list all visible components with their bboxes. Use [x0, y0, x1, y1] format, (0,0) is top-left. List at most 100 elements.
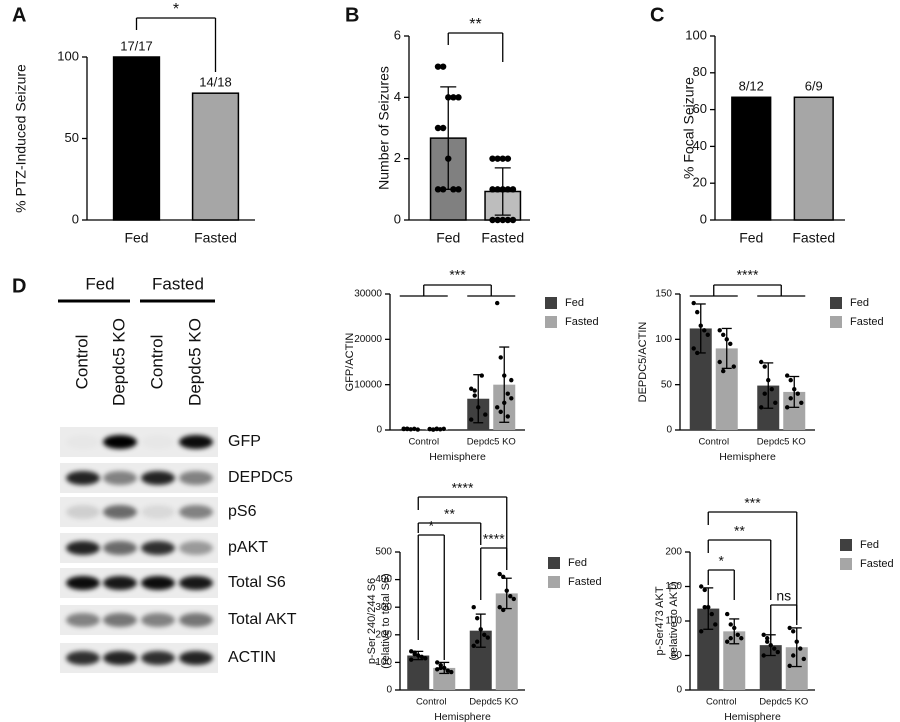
blot-band — [179, 613, 213, 627]
data-point — [489, 186, 496, 193]
data-point — [439, 63, 447, 70]
lane-label: Depdc5 KO — [109, 318, 128, 406]
blot-group-label: Fasted — [152, 274, 204, 293]
data-point — [713, 622, 718, 627]
data-point — [788, 377, 793, 383]
x-tick-label: Fasted — [792, 230, 835, 246]
legend-label: Fasted — [850, 316, 884, 328]
data-point — [434, 426, 439, 432]
legend-swatch — [545, 316, 557, 328]
data-point — [794, 639, 799, 644]
data-point — [412, 650, 417, 655]
data-point — [728, 636, 733, 641]
y-tick-label: 50 — [661, 379, 673, 390]
x-tick-label: Depdc5 KO — [757, 437, 806, 448]
y-tick-label: 20 — [693, 175, 707, 190]
data-point — [728, 341, 733, 347]
data-point — [717, 359, 722, 365]
blot-band — [103, 471, 137, 485]
data-point — [423, 656, 428, 661]
blot-row-label: pS6 — [228, 503, 257, 520]
data-point — [509, 396, 514, 401]
blot-band — [179, 435, 213, 449]
y-tick-label: 500 — [375, 547, 392, 558]
blot-band — [141, 435, 175, 449]
y-tick-label: 0 — [700, 211, 707, 226]
blot-row-label: ACTIN — [228, 649, 276, 666]
data-point — [765, 636, 770, 641]
data-point — [732, 625, 737, 631]
data-point — [724, 337, 729, 342]
data-point — [439, 186, 447, 193]
data-point — [761, 632, 766, 637]
y-axis-label: Number of Seizures — [376, 66, 392, 190]
data-point — [788, 396, 793, 401]
y-tick-label: 0 — [666, 425, 672, 436]
blot-band — [66, 505, 100, 519]
blot-band — [179, 651, 213, 665]
y-axis-label: (relative to AKT) — [668, 582, 680, 661]
data-point — [501, 574, 506, 580]
data-point — [450, 186, 457, 193]
y-tick-label: 100 — [375, 657, 392, 668]
data-point — [415, 427, 420, 432]
data-point — [498, 409, 503, 415]
blot-group-label: Fed — [85, 274, 114, 293]
legend-swatch — [840, 539, 852, 551]
legend-label: Fasted — [565, 316, 599, 328]
data-point — [441, 426, 446, 432]
data-point — [795, 391, 800, 396]
y-tick-label: 100 — [665, 616, 682, 627]
bar — [697, 608, 720, 690]
blot-band — [179, 471, 213, 485]
data-point — [709, 611, 714, 617]
lane-label: Control — [147, 335, 166, 390]
x-tick-label: Control — [408, 437, 439, 448]
data-point — [455, 94, 462, 101]
y-tick-label: 40 — [693, 138, 707, 153]
y-tick-label: 30000 — [354, 289, 382, 300]
data-point — [419, 654, 424, 660]
data-point — [504, 186, 512, 193]
bar — [407, 655, 430, 690]
data-point — [721, 368, 726, 374]
x-tick-label: Fasted — [481, 230, 524, 246]
x-tick-label: Depdc5 KO — [467, 437, 516, 448]
data-point — [791, 653, 796, 658]
data-point — [408, 427, 413, 432]
data-point — [501, 607, 506, 613]
bar — [731, 96, 772, 221]
data-point — [735, 632, 740, 637]
y-tick-label: 400 — [375, 574, 392, 585]
value-label: 6/9 — [805, 79, 823, 94]
data-point — [509, 216, 517, 224]
data-point — [476, 405, 481, 410]
data-point — [504, 216, 512, 224]
data-point — [469, 417, 474, 422]
legend-swatch — [830, 297, 842, 309]
x-tick-label: Depdc5 KO — [469, 697, 518, 708]
data-point — [769, 387, 774, 392]
panel-letter: D — [12, 275, 26, 297]
data-point — [504, 588, 509, 593]
data-point — [445, 94, 452, 101]
y-axis-label: GFP/ACTIN — [344, 333, 356, 392]
data-point — [438, 665, 443, 671]
data-point — [405, 426, 410, 431]
x-axis-label: Hemisphere — [724, 711, 781, 722]
sig-label: **** — [737, 267, 759, 283]
blot-band — [103, 613, 137, 627]
sig-label: ** — [444, 506, 455, 522]
panel-letter: C — [650, 4, 664, 26]
value-label: 14/18 — [199, 75, 232, 90]
y-tick-label: 2 — [394, 150, 401, 165]
blot-band — [141, 471, 175, 485]
data-point — [445, 668, 450, 673]
data-point — [792, 387, 797, 392]
data-point — [483, 412, 488, 417]
data-point — [482, 632, 487, 637]
x-axis-label: Hemisphere — [719, 451, 776, 463]
data-point — [762, 391, 767, 396]
data-point — [489, 216, 496, 224]
blot-band — [141, 613, 175, 627]
